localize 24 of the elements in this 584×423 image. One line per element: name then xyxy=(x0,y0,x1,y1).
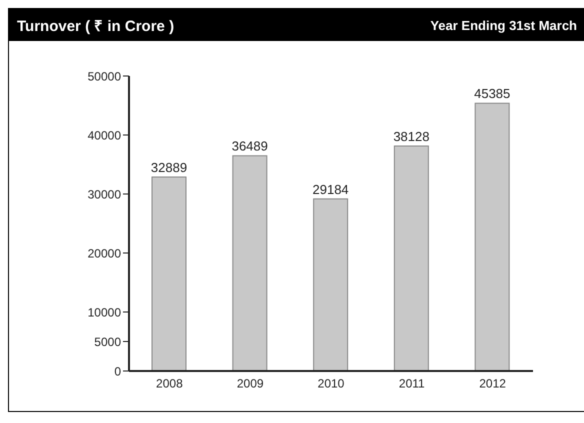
data-label: 32889 xyxy=(150,160,188,175)
data-label: 29184 xyxy=(312,182,349,197)
data-label: 45385 xyxy=(474,86,510,102)
y-tick-label: 40000 xyxy=(88,128,122,142)
chart-title: Turnover ( ₹ in Crore ) xyxy=(17,17,174,35)
x-tick-label: 2011 xyxy=(398,376,426,391)
y-tick-label: 10000 xyxy=(88,305,122,320)
y-tick-label: 20000 xyxy=(88,246,122,260)
y-tick-label: 0 xyxy=(114,364,122,378)
data-label: 36489 xyxy=(232,138,268,154)
x-tick-label: 2010 xyxy=(318,376,345,391)
y-tick-label: 50000 xyxy=(88,69,122,84)
bar xyxy=(232,155,268,371)
x-tick-label: 2012 xyxy=(479,376,506,391)
y-tick-label: 30000 xyxy=(88,187,122,202)
bar xyxy=(313,198,348,371)
bar xyxy=(474,102,510,371)
x-tick-label: 2008 xyxy=(156,376,184,391)
bar xyxy=(152,176,186,371)
chart-subtitle: Year Ending 31st March xyxy=(430,18,577,32)
data-label: 38128 xyxy=(393,129,430,144)
bar xyxy=(394,146,429,371)
y-tick-label: 5000 xyxy=(94,334,122,349)
x-tick-label: 2009 xyxy=(236,376,264,391)
